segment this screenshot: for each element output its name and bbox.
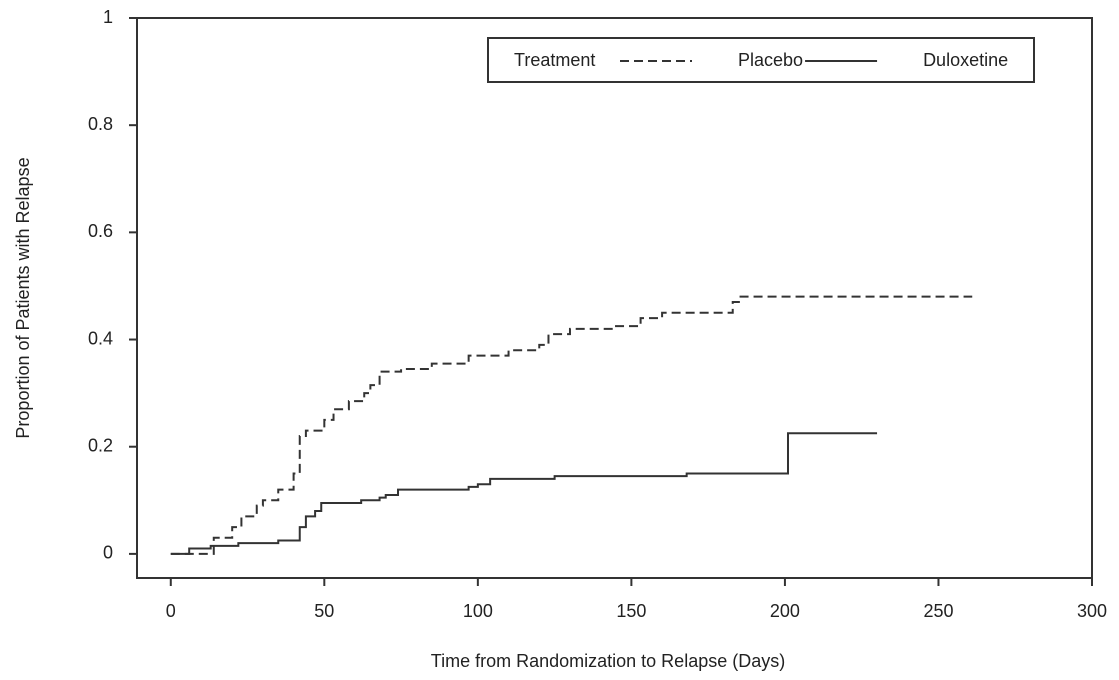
y-tick-label: 0.2 xyxy=(88,435,113,455)
y-tick-label: 0 xyxy=(103,543,113,563)
y-tick-label: 0.8 xyxy=(88,114,113,134)
x-tick-label: 100 xyxy=(463,601,493,621)
y-tick-label: 0.4 xyxy=(88,328,113,348)
plot-frame xyxy=(136,17,1093,579)
x-tick-label: 50 xyxy=(314,601,334,621)
legend-label: Placebo xyxy=(738,50,803,70)
legend-label: Duloxetine xyxy=(923,50,1008,70)
x-tick-label: 150 xyxy=(616,601,646,621)
x-tick-label: 300 xyxy=(1077,601,1107,621)
x-tick-label: 0 xyxy=(166,601,176,621)
legend-box xyxy=(487,37,1035,83)
x-axis-title: Time from Randomization to Relapse (Days… xyxy=(431,651,785,671)
y-tick-label: 1 xyxy=(103,7,113,27)
y-tick-label: 0.6 xyxy=(88,221,113,241)
legend-title: Treatment xyxy=(514,50,595,70)
x-tick-label: 200 xyxy=(770,601,800,621)
series-line xyxy=(170,295,973,555)
x-tick-label: 250 xyxy=(923,601,953,621)
y-axis-title: Proportion of Patients with Relapse xyxy=(13,157,33,438)
series-line xyxy=(170,432,878,555)
